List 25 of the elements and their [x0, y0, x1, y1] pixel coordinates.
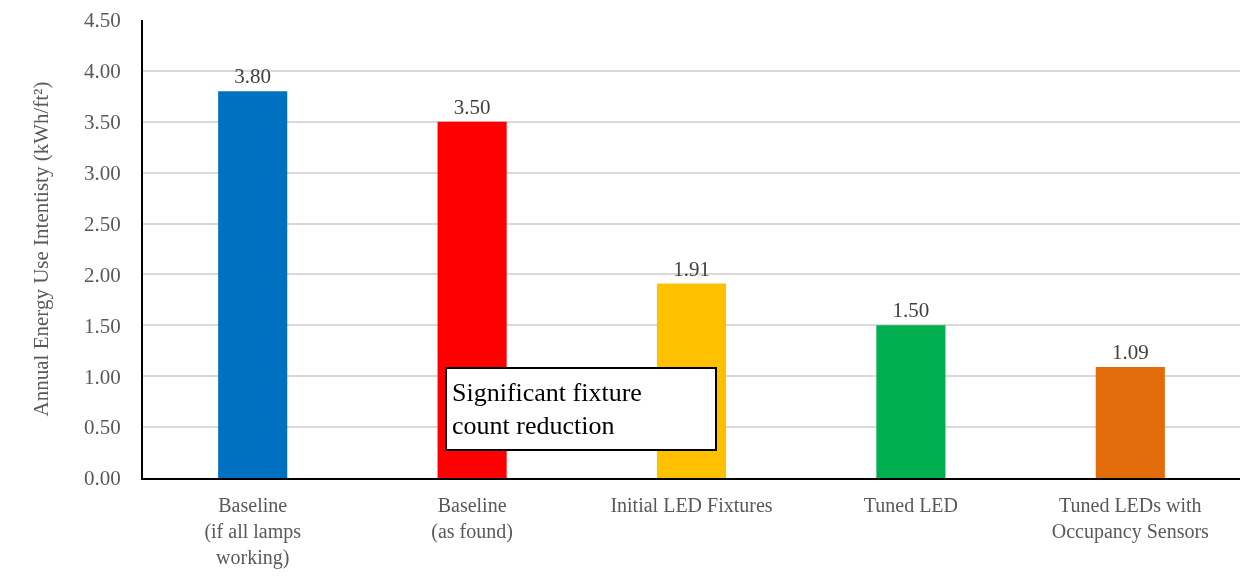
y-axis-title: Annual Energy Use Intentisty (kWh/ft²)	[28, 81, 53, 417]
y-tick-label: 1.50	[84, 313, 121, 338]
y-tick-label: 3.50	[84, 110, 121, 135]
y-tick-label: 3.00	[84, 161, 121, 186]
y-tick-label: 4.50	[84, 8, 121, 33]
bar	[1095, 367, 1165, 478]
data-label: 1.09	[1111, 340, 1149, 365]
y-tick-label: 0.50	[84, 415, 121, 440]
bar	[876, 325, 946, 478]
x-tick-label: Baseline (as found)	[431, 494, 513, 543]
y-tick-label: 0.00	[84, 466, 121, 491]
data-label: 3.80	[234, 64, 272, 89]
data-label: 1.91	[673, 256, 710, 281]
x-tick-label: Tuned LEDs with Occupancy Sensors	[1051, 494, 1210, 543]
y-tick-label: 2.50	[84, 211, 121, 236]
bar	[218, 91, 288, 478]
x-tick-label: Initial LED Fixtures	[610, 494, 773, 516]
data-label: 3.50	[453, 94, 491, 119]
data-label: 1.50	[892, 298, 930, 323]
y-tick-label: 1.00	[84, 364, 121, 389]
annotation: Significant fixture count reduction	[452, 377, 642, 441]
y-tick-label: 2.00	[84, 262, 121, 287]
x-tick-label: Tuned LED	[863, 494, 959, 516]
y-tick-label: 4.00	[84, 59, 121, 84]
x-tick-label: Baseline (if all lamps working)	[204, 494, 302, 569]
